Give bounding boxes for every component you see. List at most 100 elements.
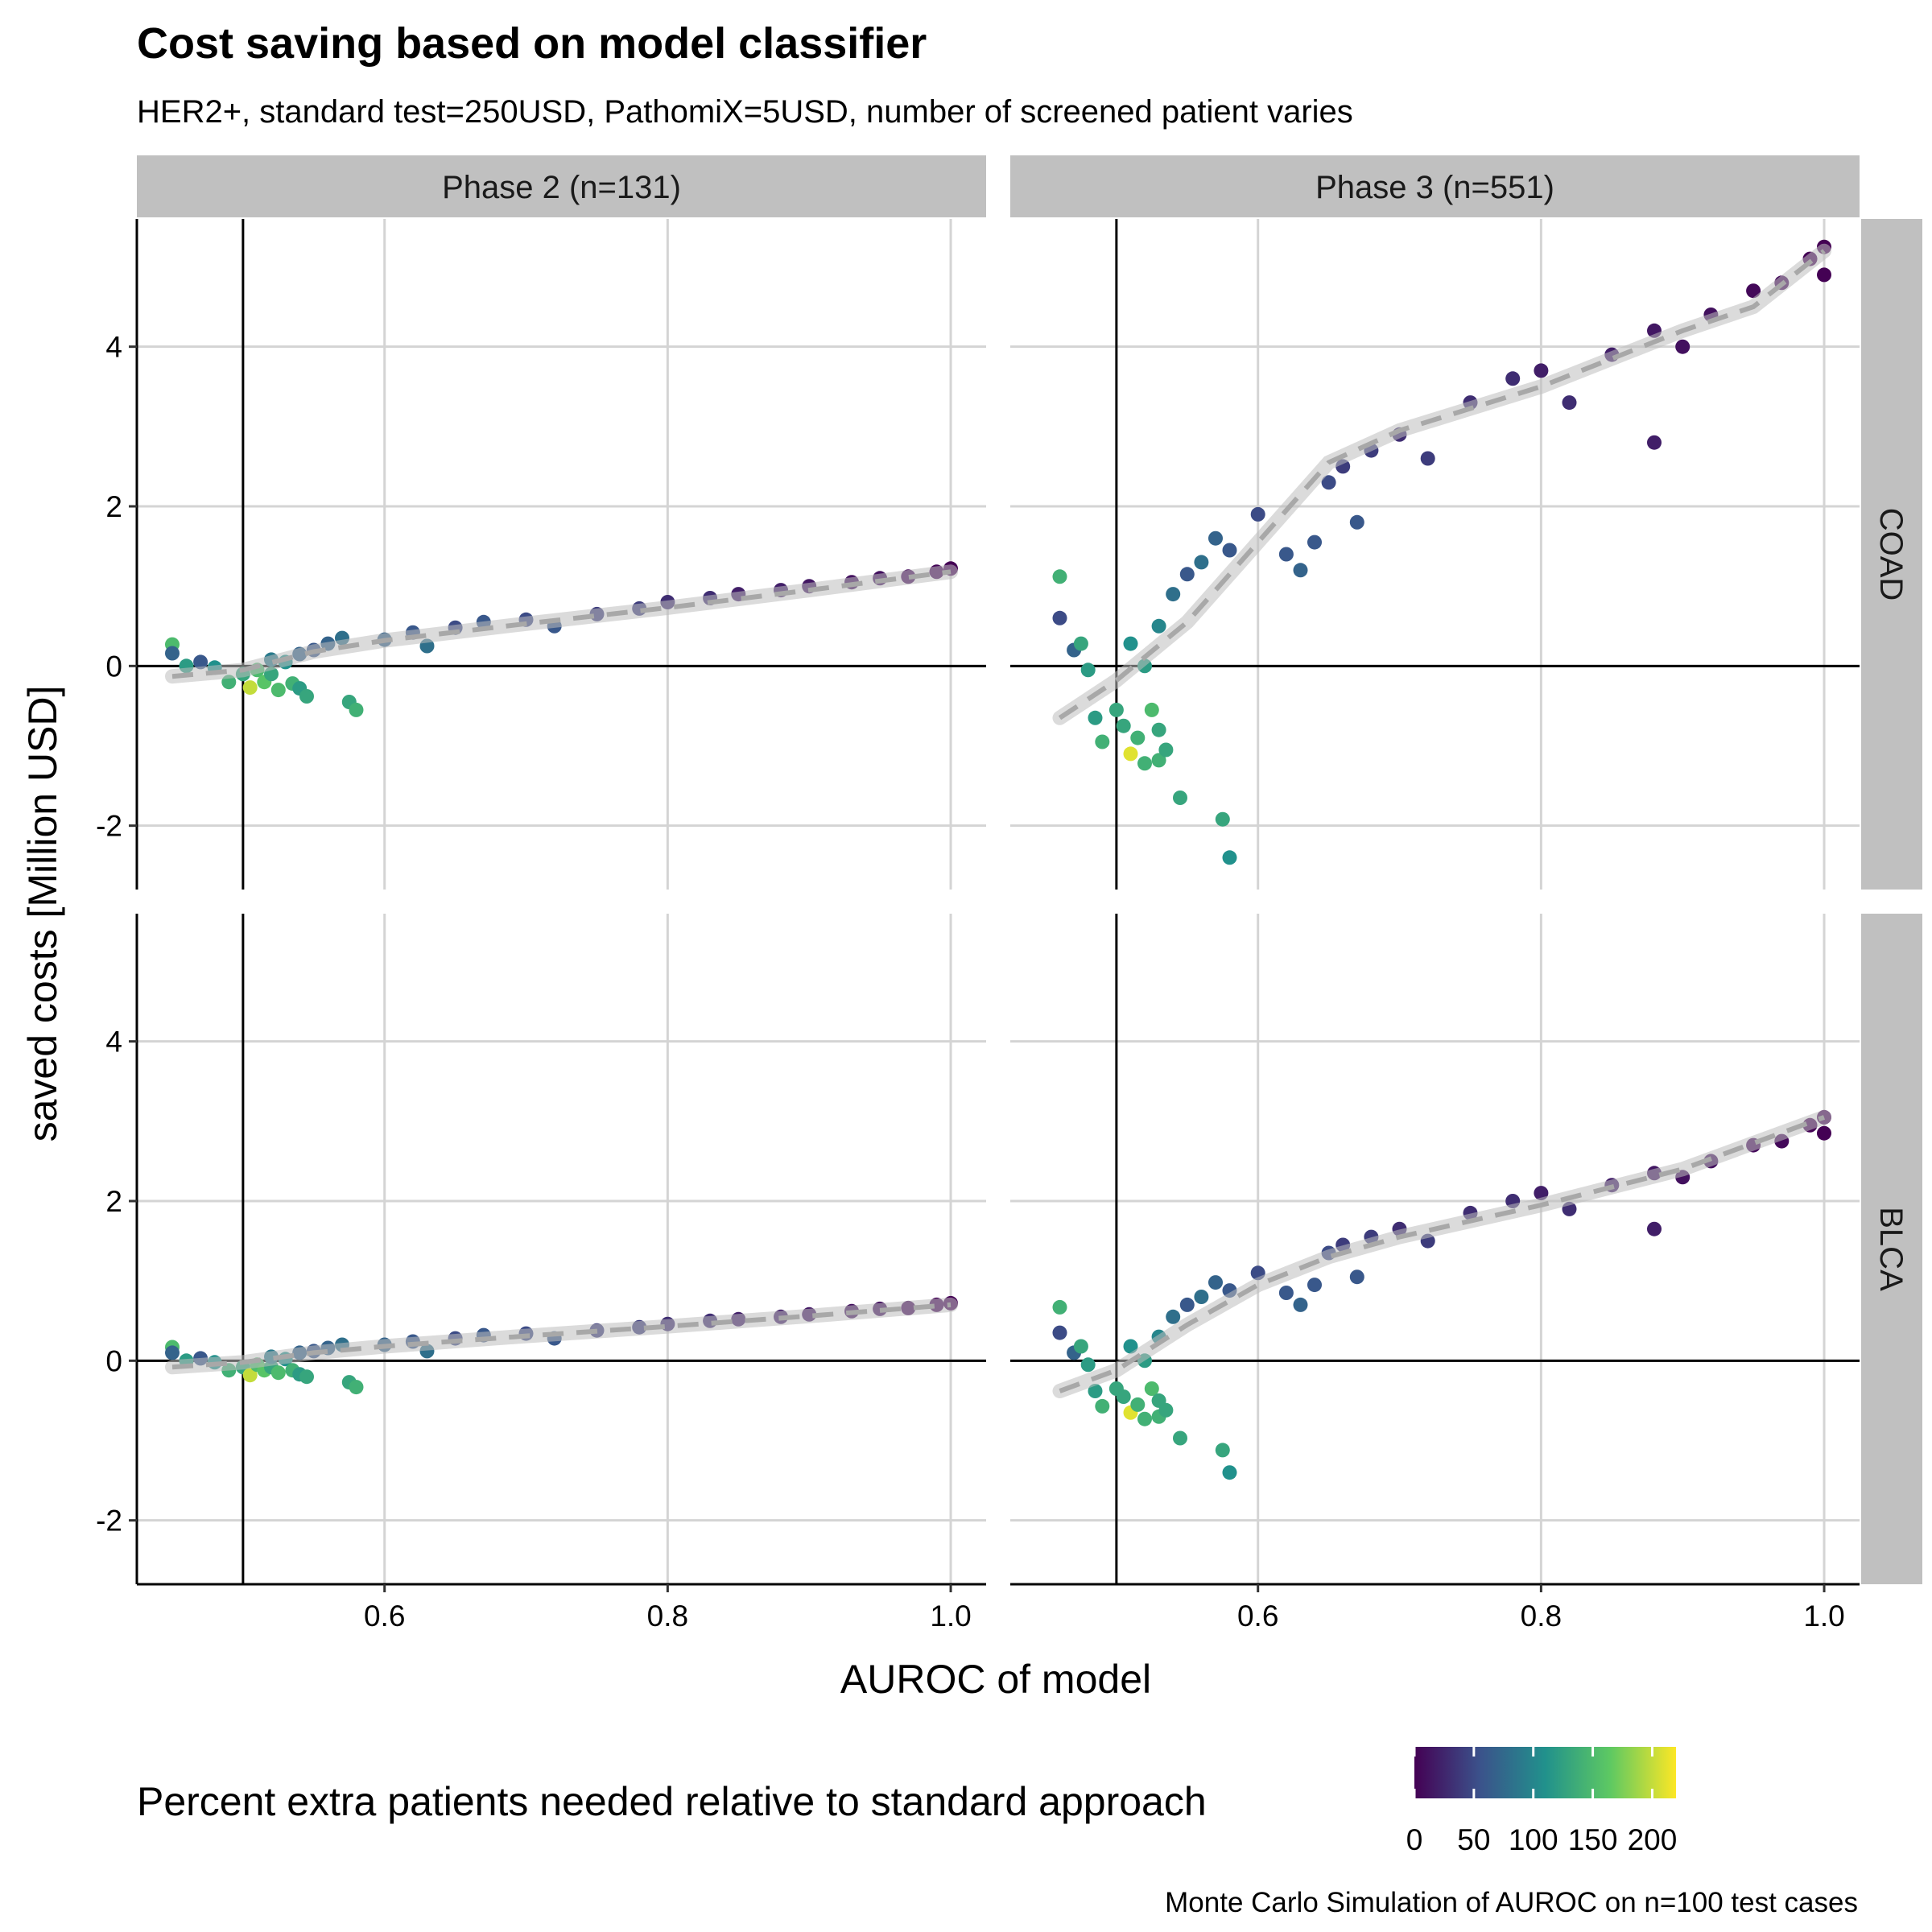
data-point: [1215, 811, 1230, 827]
data-point: [1144, 1381, 1159, 1396]
data-point: [1052, 569, 1067, 584]
data-point: [1166, 587, 1181, 602]
data-point: [1052, 1325, 1067, 1340]
data-point: [1194, 555, 1209, 570]
column-strip-label: Phase 2 (n=131): [442, 170, 681, 205]
data-point: [1073, 1339, 1088, 1354]
data-point: [1151, 722, 1166, 737]
x-tick-label: 0.8: [647, 1600, 688, 1633]
data-point: [1534, 363, 1549, 378]
chart-subtitle: HER2+, standard test=250USD, PathomiX=5U…: [137, 94, 1353, 130]
data-point: [1088, 1384, 1103, 1398]
data-point: [1158, 1402, 1174, 1418]
data-point: [1179, 567, 1195, 582]
legend-title: Percent extra patients needed relative t…: [137, 1779, 1207, 1824]
chart-title: Cost saving based on model classifier: [137, 19, 927, 68]
caption: Monte Carlo Simulation of AUROC on n=100…: [1165, 1887, 1858, 1918]
data-point: [1116, 1389, 1131, 1404]
data-point: [1293, 1297, 1308, 1312]
y-tick-label: 2: [105, 490, 122, 523]
data-point: [1137, 1411, 1152, 1426]
panel: -2 0 2 4 0.6 0.8 1.0: [96, 914, 986, 1633]
data-point: [1208, 1275, 1223, 1290]
data-point: [242, 680, 258, 696]
data-point: [1108, 702, 1124, 717]
data-point: [1130, 730, 1146, 745]
data-point: [1817, 1125, 1831, 1141]
smooth-line: [171, 1302, 952, 1370]
smooth-band: [165, 564, 958, 684]
data-point: [1222, 1465, 1237, 1480]
data-point: [349, 1380, 364, 1395]
data-point: [193, 654, 208, 670]
data-point: [1307, 535, 1322, 550]
x-tick-label: 0.6: [1237, 1600, 1278, 1633]
data-point: [165, 1345, 180, 1360]
data-point: [1817, 267, 1831, 283]
smooth-line: [171, 569, 952, 679]
column-strip-label: Phase 3 (n=551): [1315, 170, 1554, 205]
data-point: [1123, 636, 1138, 651]
data-point: [1278, 1286, 1294, 1300]
panel: 0.6 0.8 1.0: [1010, 914, 1860, 1633]
data-point: [1222, 543, 1237, 558]
y-tick-label: -2: [96, 810, 122, 843]
data-point: [349, 702, 364, 717]
data-point: [1293, 563, 1308, 578]
data-point: [270, 1365, 286, 1381]
colorbar-tick-label: 0: [1406, 1823, 1423, 1856]
data-point: [1505, 371, 1521, 386]
data-point: [1080, 663, 1096, 678]
x-axis-title: AUROC of model: [840, 1657, 1151, 1702]
points: [1052, 239, 1831, 865]
colorbar-tick-label: 50: [1457, 1823, 1490, 1856]
data-point: [1222, 850, 1237, 865]
data-point: [1647, 435, 1662, 450]
data-point: [1173, 1430, 1187, 1446]
y-tick-label: 0: [105, 1344, 122, 1377]
data-point: [1278, 547, 1294, 562]
data-point: [1562, 395, 1577, 411]
colorbar-tick-label: 150: [1568, 1823, 1618, 1856]
data-point: [1151, 618, 1166, 634]
y-tick-label: 4: [105, 1026, 122, 1059]
data-point: [1095, 734, 1110, 749]
data-point: [1123, 746, 1138, 762]
column-strip: [1010, 155, 1860, 217]
data-point: [165, 646, 180, 661]
data-point: [270, 683, 286, 698]
data-point: [1137, 756, 1152, 771]
panel: -2 0 2 4: [96, 219, 986, 890]
data-point: [1088, 710, 1103, 725]
data-point: [242, 1368, 258, 1383]
data-point: [1080, 1357, 1096, 1373]
data-point: [1095, 1398, 1110, 1414]
data-point: [1173, 791, 1187, 805]
y-tick-label: 4: [105, 331, 122, 364]
row-strip-label: COAD: [1873, 508, 1909, 601]
data-point: [1116, 718, 1131, 733]
data-point: [1123, 1339, 1138, 1354]
data-point: [1166, 1309, 1181, 1324]
row-strip: [1861, 219, 1922, 890]
x-tick-label: 0.6: [364, 1600, 405, 1633]
y-axis-title: saved costs [Million USD]: [20, 686, 65, 1142]
data-point: [1647, 1221, 1662, 1236]
colorbar-tick-label: 200: [1628, 1823, 1678, 1856]
data-point: [1420, 451, 1435, 466]
row-strip-label: BLCA: [1873, 1207, 1909, 1291]
data-point: [1675, 339, 1690, 354]
data-point: [1215, 1443, 1230, 1458]
smooth-line: [1058, 249, 1826, 720]
x-tick-label: 0.8: [1521, 1600, 1562, 1633]
data-point: [1250, 506, 1265, 522]
colorbar-tick-label: 100: [1509, 1823, 1558, 1856]
y-tick-label: 0: [105, 650, 122, 683]
legend-colorbar: 0 50 100 150 200: [1406, 1747, 1678, 1856]
colorbar: [1414, 1747, 1676, 1798]
y-tick-label: 2: [105, 1185, 122, 1218]
data-point: [1130, 1397, 1146, 1412]
data-point: [1746, 283, 1761, 299]
data-point: [1151, 753, 1166, 768]
